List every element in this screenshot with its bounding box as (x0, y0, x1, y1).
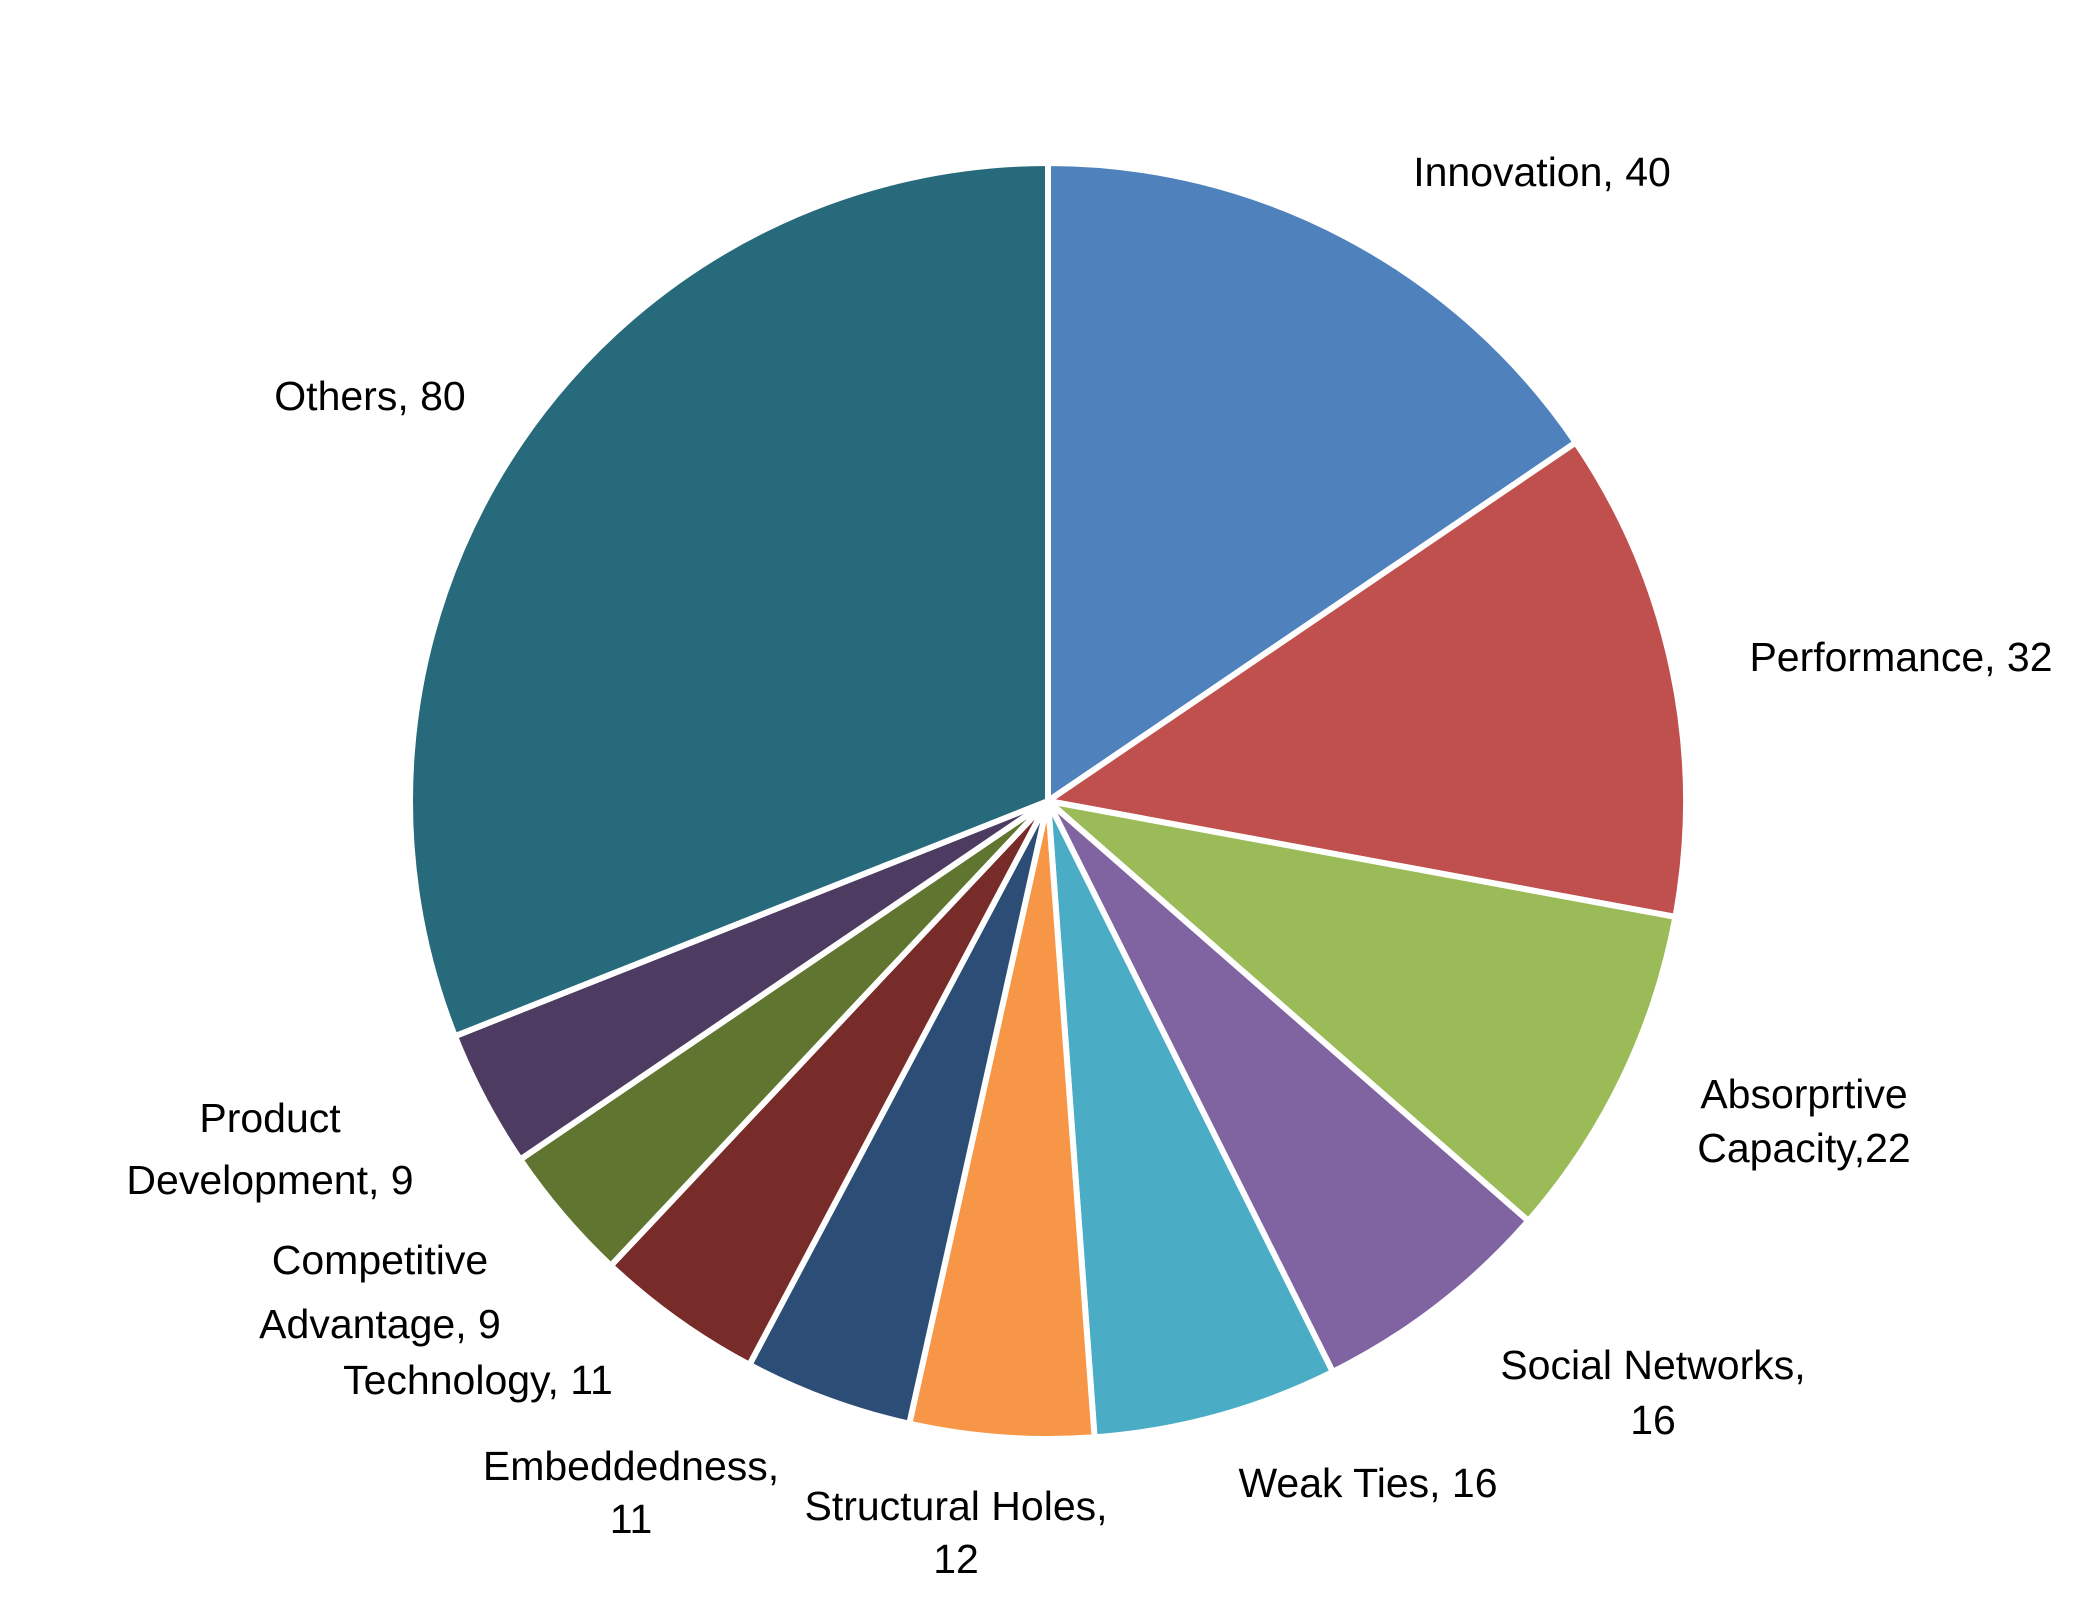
data-label: Performance, 32 (1749, 634, 2052, 680)
data-label: Development, 9 (126, 1157, 413, 1203)
pie-slice (1045, 439, 1689, 920)
data-label: Capacity,22 (1697, 1125, 1910, 1171)
data-label: Structural Holes, (804, 1483, 1107, 1529)
pie-slice (607, 798, 1051, 1368)
data-label: Technology, 11 (343, 1357, 613, 1403)
data-label: Product (199, 1095, 341, 1141)
data-label: Embeddedness, (483, 1443, 779, 1489)
pie-slice (906, 798, 1098, 1442)
data-label: Competitive (272, 1237, 488, 1283)
pie-slice (1045, 798, 1532, 1375)
pie-slice (1045, 798, 1336, 1441)
data-label: 11 (610, 1496, 653, 1542)
pie-slice (746, 798, 1051, 1427)
data-label: 12 (933, 1536, 979, 1582)
data-label: Weak Ties, 16 (1238, 1460, 1497, 1506)
data-label: Advantage, 9 (259, 1301, 501, 1347)
data-label: Others, 80 (274, 373, 465, 419)
data-label: 16 (1630, 1397, 1676, 1443)
data-label: Innovation, 40 (1413, 149, 1671, 195)
data-label: Absorprtive (1700, 1071, 1907, 1117)
pie-slice (1045, 798, 1679, 1224)
pie-slice (1045, 160, 1579, 804)
pie-slice (407, 160, 1051, 1040)
data-label: Social Networks, (1500, 1342, 1805, 1388)
